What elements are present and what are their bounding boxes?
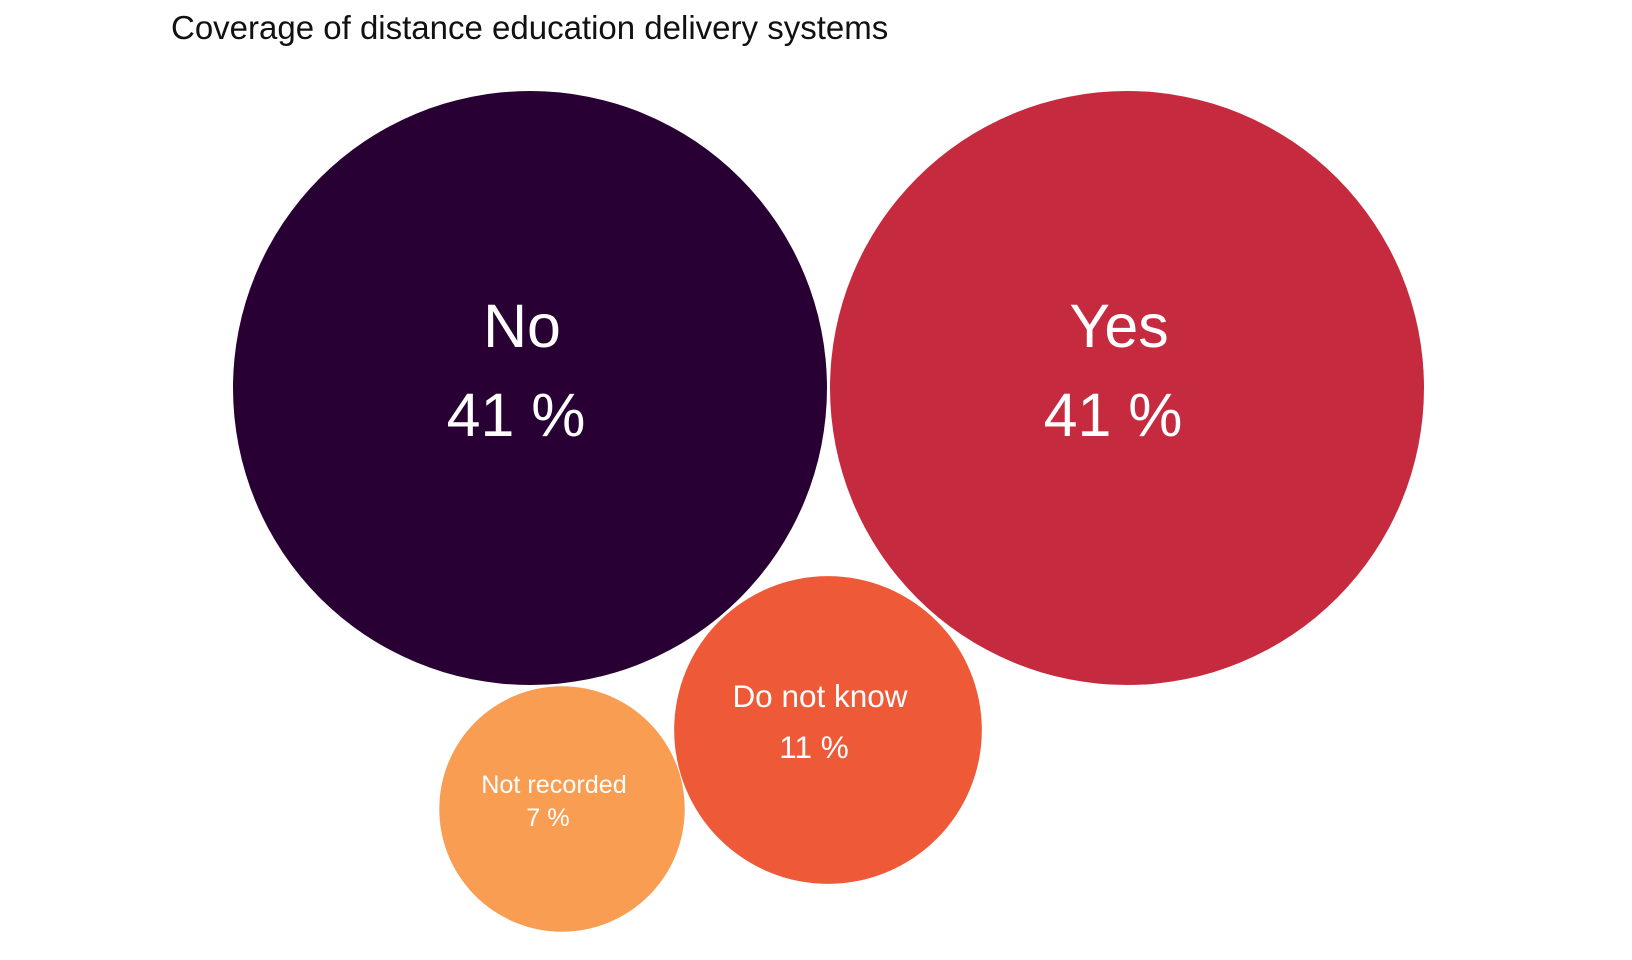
bubble-no [233, 91, 827, 685]
bubble-value-yes: 41 % [1044, 381, 1183, 449]
bubble-yes [830, 91, 1424, 685]
bubble-label-yes: Yes [1069, 292, 1168, 360]
bubble-not-recorded [439, 686, 685, 932]
bubble-label-no: No [483, 292, 561, 360]
bubble-value-do-not-know: 11 % [779, 729, 848, 765]
bubble-label-do-not-know: Do not know [732, 678, 907, 714]
bubble-do-not-know [674, 576, 982, 884]
bubble-value-no: 41 % [447, 381, 586, 449]
bubble-label-not-recorded: Not recorded [481, 771, 627, 799]
bubble-value-not-recorded: 7 % [526, 804, 569, 832]
chart-title: Coverage of distance education delivery … [171, 9, 889, 46]
